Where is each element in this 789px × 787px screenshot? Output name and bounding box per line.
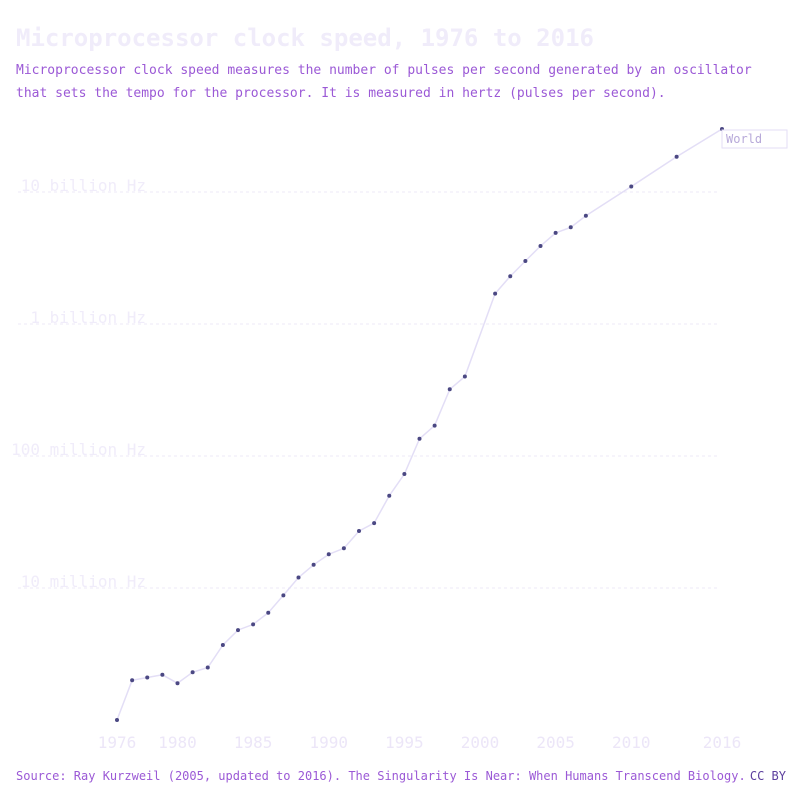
license-link[interactable]: CC BY [749, 769, 786, 783]
y-tick-label: 10 million Hz [21, 572, 146, 591]
x-tick-label: 2000 [461, 733, 500, 752]
legend[interactable]: World [721, 129, 788, 149]
data-point[interactable] [387, 493, 392, 498]
x-tick-label: 1995 [385, 733, 424, 752]
data-point[interactable] [432, 423, 437, 428]
data-point[interactable] [629, 184, 634, 189]
legend-label[interactable]: World [726, 132, 762, 146]
x-tick-label: 1985 [234, 733, 273, 752]
data-point[interactable] [447, 387, 452, 392]
chart-area: 10 million Hz 100 million Hz 1 billion Hz 1… [11, 127, 788, 752]
data-point[interactable] [341, 546, 346, 551]
x-tick-label: 2005 [536, 733, 575, 752]
data-point[interactable] [145, 675, 150, 680]
legend-box [721, 129, 788, 149]
data-point[interactable] [251, 622, 256, 627]
data-point[interactable] [508, 274, 513, 279]
data-point[interactable] [175, 681, 180, 686]
footer: Source: Ray Kurzweil (2005, updated to 2… [16, 769, 786, 783]
data-point[interactable] [583, 213, 588, 218]
x-tick-label: 1990 [309, 733, 348, 752]
x-tick-label: 1976 [98, 733, 137, 752]
data-point[interactable] [568, 225, 573, 230]
data-point[interactable] [311, 562, 316, 567]
data-point[interactable] [296, 575, 301, 580]
x-tick-label: 2010 [612, 733, 651, 752]
data-point[interactable] [266, 610, 271, 615]
y-tick-label: 100 million Hz [11, 440, 146, 459]
chart-subtitle: Microprocessor clock speed measures the … [16, 63, 752, 101]
x-tick-label: 2016 [703, 733, 742, 752]
data-point[interactable] [402, 472, 407, 477]
data-point[interactable] [417, 436, 422, 441]
data-point[interactable] [523, 259, 528, 264]
grid-lines [18, 191, 720, 589]
data-point[interactable] [160, 672, 165, 677]
chart-title: Microprocessor clock speed, 1976 to 2016 [16, 24, 594, 52]
data-point[interactable] [205, 665, 210, 670]
data-point[interactable] [281, 593, 286, 598]
data-point[interactable] [236, 628, 240, 633]
data-point[interactable] [462, 374, 467, 379]
x-axis-tick-labels: 1976 1980 1985 1990 1995 2000 2005 2010 2016 [98, 733, 742, 752]
data-point[interactable] [130, 678, 135, 683]
data-point[interactable] [220, 642, 225, 647]
data-point[interactable] [553, 230, 558, 235]
data-point[interactable] [190, 670, 195, 675]
y-axis-tick-labels: 10 million Hz 100 million Hz 1 billion Hz 1… [11, 176, 146, 591]
data-point[interactable] [326, 552, 331, 557]
data-point[interactable] [357, 529, 361, 534]
y-tick-label: 10 billion Hz [21, 176, 146, 195]
data-point[interactable] [493, 291, 498, 296]
y-tick-label: 1 billion Hz [30, 308, 146, 327]
source-note: Source: Ray Kurzweil (2005, updated to 2… [16, 769, 746, 783]
data-point[interactable] [674, 154, 679, 159]
series-line [116, 128, 723, 721]
data-point[interactable] [538, 243, 543, 248]
data-point[interactable] [372, 521, 377, 526]
data-point[interactable] [115, 718, 119, 722]
x-tick-label: 1980 [158, 733, 197, 752]
data-series [115, 127, 724, 722]
